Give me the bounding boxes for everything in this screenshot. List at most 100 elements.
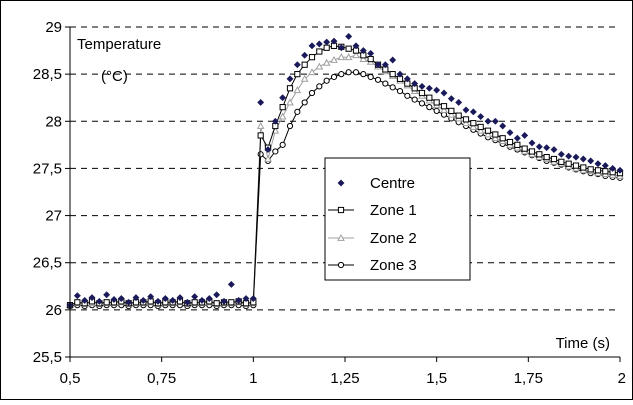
data-point <box>323 44 330 51</box>
data-point <box>264 146 272 154</box>
data-point <box>543 154 550 161</box>
data-point <box>220 297 228 305</box>
data-point <box>169 296 177 304</box>
x-tick-label: 0,75 <box>147 370 176 387</box>
data-point <box>484 127 492 134</box>
legend-item: Zone 1 <box>328 202 417 219</box>
data-point <box>440 103 448 110</box>
data-point <box>484 117 492 125</box>
data-point <box>389 71 396 78</box>
series-group <box>66 32 624 310</box>
x-axis-title: Time (s) <box>556 335 610 352</box>
data-point <box>367 73 374 81</box>
data-point <box>316 48 323 55</box>
y-tick-label: 27 <box>45 208 62 225</box>
data-point <box>125 298 133 306</box>
data-point <box>587 166 594 173</box>
data-point <box>301 51 309 59</box>
data-point <box>294 71 301 78</box>
data-point <box>602 168 609 175</box>
data-point <box>264 154 272 162</box>
data-point <box>367 55 374 63</box>
data-point <box>499 122 507 130</box>
y-tick-label: 26,5 <box>33 255 62 272</box>
data-point <box>316 83 323 90</box>
data-point <box>411 96 418 103</box>
legend: Centre Zone 1 Zone 2 Zone 3 <box>324 157 471 281</box>
data-point <box>132 294 140 302</box>
data-point <box>198 296 206 304</box>
data-point <box>103 291 111 299</box>
data-point <box>492 131 499 138</box>
data-point <box>147 293 155 301</box>
data-point <box>433 107 440 115</box>
data-point <box>550 146 558 154</box>
data-point <box>579 155 587 163</box>
data-point <box>550 155 558 163</box>
data-point <box>382 80 389 87</box>
data-point <box>278 112 287 120</box>
y-tick-label: 29 <box>45 19 62 36</box>
y-axis-title-line-2: (°C) <box>101 68 128 85</box>
data-point <box>344 53 353 61</box>
data-point <box>322 58 331 66</box>
data-point <box>381 61 389 69</box>
data-point <box>191 293 199 301</box>
data-point <box>272 148 279 155</box>
y-axis-title-line-1: Temperature <box>77 36 161 53</box>
data-point <box>308 54 316 61</box>
data-point <box>257 151 264 158</box>
data-point <box>330 37 338 45</box>
data-point <box>403 75 411 83</box>
data-point <box>110 295 118 304</box>
x-tick-label: 2 <box>618 370 626 387</box>
data-point <box>601 162 609 170</box>
data-point <box>337 44 345 52</box>
data-point <box>74 299 81 306</box>
data-point <box>161 294 169 303</box>
axis-ticks: 25,5 26 26,5 27 27,5 28 28,5 29 0,5 0,75 1 1,25 1,5 1… <box>33 19 626 387</box>
data-point <box>293 86 302 94</box>
data-point <box>337 53 346 61</box>
data-point <box>256 121 265 129</box>
data-point <box>528 148 536 155</box>
legend-marker <box>337 179 345 187</box>
legend-box <box>324 157 471 281</box>
data-point <box>205 294 213 303</box>
data-point <box>213 291 221 299</box>
data-point <box>330 55 338 63</box>
x-tick-label: 1,25 <box>330 370 359 387</box>
legend-label: Centre <box>370 175 415 192</box>
data-point <box>279 141 286 148</box>
data-point <box>323 38 331 46</box>
data-point <box>448 107 455 115</box>
data-point <box>389 56 397 64</box>
data-point <box>293 61 301 69</box>
data-point <box>455 98 463 106</box>
data-point <box>352 42 360 50</box>
data-point <box>103 299 110 306</box>
data-point <box>543 144 551 152</box>
data-point <box>484 130 492 138</box>
series-line <box>69 71 621 307</box>
legend-marker <box>337 261 345 269</box>
data-point <box>594 167 602 174</box>
y-tick-label: 26 <box>45 302 62 319</box>
data-point <box>308 42 316 50</box>
legend-item: Centre <box>337 175 415 192</box>
data-point <box>499 135 506 142</box>
data-point <box>506 138 514 146</box>
x-tick-label: 1,75 <box>514 370 543 387</box>
data-point <box>257 98 265 106</box>
x-tick-label: 1,5 <box>426 370 447 387</box>
data-point <box>462 106 470 114</box>
data-point <box>558 158 565 165</box>
data-point <box>308 89 316 97</box>
data-point <box>279 94 287 102</box>
legend-item: Zone 2 <box>328 230 417 247</box>
data-point <box>528 139 536 147</box>
data-point <box>462 116 470 123</box>
data-point <box>535 143 543 151</box>
